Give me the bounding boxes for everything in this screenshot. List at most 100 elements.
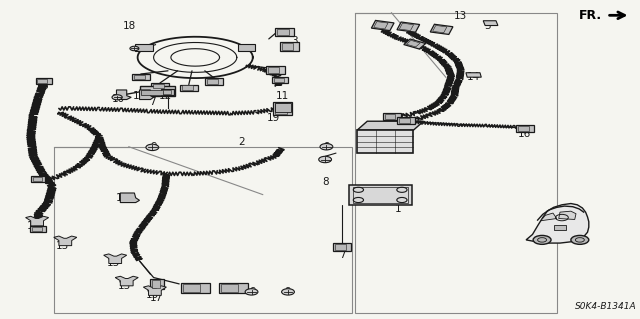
Bar [385, 114, 396, 119]
Bar [150, 279, 164, 289]
Bar [205, 78, 223, 85]
Text: 4: 4 [380, 145, 386, 155]
Circle shape [533, 235, 551, 244]
Bar [282, 43, 293, 50]
Text: 13: 13 [56, 241, 69, 251]
Text: 13: 13 [118, 280, 131, 291]
Bar [353, 187, 408, 203]
Bar [183, 284, 200, 292]
Bar [277, 29, 289, 35]
Bar [275, 78, 284, 82]
Bar [141, 90, 163, 95]
Bar [397, 117, 415, 124]
Text: 6: 6 [42, 81, 48, 91]
Bar [135, 44, 153, 51]
Bar [518, 126, 529, 131]
Text: 13: 13 [108, 258, 120, 268]
Text: 13: 13 [146, 290, 159, 300]
Text: 3: 3 [291, 36, 298, 47]
Bar [54, 147, 352, 313]
Bar [406, 40, 420, 47]
Polygon shape [357, 121, 424, 130]
Bar [207, 79, 218, 84]
Text: S0K4-B1341A: S0K4-B1341A [575, 302, 637, 311]
Text: FR.: FR. [579, 9, 602, 22]
Polygon shape [483, 21, 498, 26]
Circle shape [320, 144, 333, 150]
Bar [134, 75, 145, 79]
Bar [36, 78, 52, 84]
Bar [152, 280, 160, 288]
Bar [355, 13, 557, 313]
Bar [371, 20, 394, 31]
Polygon shape [104, 254, 127, 263]
Bar [383, 113, 401, 120]
Text: 9: 9 [150, 142, 157, 152]
Polygon shape [140, 90, 154, 100]
Circle shape [130, 46, 139, 51]
Polygon shape [115, 276, 138, 286]
Text: 9: 9 [323, 142, 330, 152]
Text: 8: 8 [322, 177, 328, 187]
Bar [237, 44, 255, 51]
Text: 14: 14 [467, 71, 480, 82]
Bar [31, 176, 45, 182]
Circle shape [245, 289, 258, 295]
Bar [153, 84, 164, 88]
Bar [163, 90, 171, 94]
Bar [180, 283, 209, 293]
Bar [333, 243, 351, 251]
Bar [280, 42, 299, 51]
Bar [374, 22, 388, 29]
Text: 19: 19 [268, 113, 280, 123]
Bar [31, 226, 47, 232]
Bar [140, 86, 175, 96]
Bar [399, 23, 413, 31]
Bar [430, 24, 453, 34]
Bar [349, 185, 412, 205]
Bar [275, 28, 294, 36]
Text: 1: 1 [395, 204, 401, 214]
Bar [404, 39, 426, 49]
Bar [273, 77, 288, 83]
Text: 13: 13 [454, 11, 467, 21]
Text: 15: 15 [133, 91, 146, 101]
Bar [397, 22, 420, 32]
Bar [357, 130, 413, 153]
Bar [433, 26, 447, 33]
Text: 10: 10 [112, 94, 125, 104]
Bar [32, 227, 42, 231]
Text: 9: 9 [285, 287, 291, 297]
Polygon shape [559, 211, 576, 219]
Text: 11: 11 [276, 91, 289, 101]
Bar [335, 244, 346, 250]
Text: 2: 2 [239, 137, 245, 147]
Circle shape [571, 235, 589, 244]
Bar [180, 85, 198, 91]
Bar [266, 66, 285, 73]
Text: 7: 7 [339, 250, 346, 260]
Bar [161, 89, 174, 95]
Polygon shape [116, 90, 131, 100]
Bar [151, 83, 169, 89]
Text: 14: 14 [116, 193, 129, 203]
Text: 5: 5 [484, 20, 491, 31]
Polygon shape [541, 213, 557, 221]
Bar [399, 118, 410, 123]
Bar [268, 66, 279, 72]
Bar [516, 125, 534, 132]
Bar [33, 177, 42, 181]
Polygon shape [54, 236, 77, 246]
Bar [275, 103, 287, 114]
Circle shape [146, 144, 159, 151]
Bar [132, 74, 150, 80]
Text: 9: 9 [250, 287, 256, 297]
Text: 16: 16 [518, 129, 531, 139]
Bar [219, 283, 248, 293]
Bar [182, 85, 193, 90]
Text: 7: 7 [149, 97, 156, 107]
Circle shape [112, 95, 122, 100]
Circle shape [319, 156, 332, 163]
Polygon shape [526, 204, 589, 243]
Bar [221, 284, 238, 292]
